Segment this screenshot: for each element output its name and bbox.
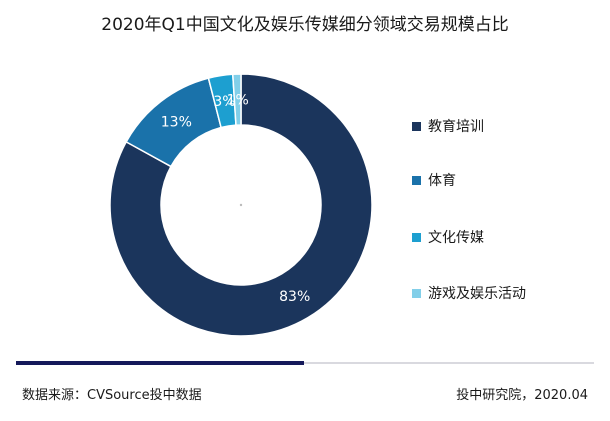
slice-label-0: 83% [279,289,310,305]
divider-rule [304,362,594,364]
legend-swatch-games [412,288,421,298]
legend-label-media: 文化传媒 [428,230,484,246]
legend-swatch-education [412,121,421,131]
legend-item-games: 游戏及娱乐活动 [412,283,526,303]
publisher-credit: 投中研究院，2020.04 [456,388,588,403]
source-note: 数据来源：CVSource投中数据 [22,388,202,403]
slice-label-1: 13% [161,115,192,131]
legend-label-education: 教育培训 [428,119,484,135]
slice-label-2: 3% [213,94,235,110]
legend-label-games: 游戏及娱乐活动 [428,286,526,302]
legend-item-sports: 体育 [412,170,456,190]
divider-accent [16,361,304,365]
legend-item-education: 教育培训 [412,116,484,136]
legend-swatch-media [412,232,421,242]
chart-title: 2020年Q1中国文化及娱乐传媒细分领域交易规模占比 [101,15,509,35]
legend-label-sports: 体育 [428,173,456,189]
legend-item-media: 文化传媒 [412,227,484,247]
center-dot [239,203,243,207]
donut-slice-3 [231,73,242,126]
legend: 教育培训 体育 文化传媒 游戏及娱乐活动 [412,0,602,360]
legend-swatch-sports [412,175,421,185]
donut-slice-0 [109,73,373,337]
slice-label-3: 1% [227,93,249,109]
